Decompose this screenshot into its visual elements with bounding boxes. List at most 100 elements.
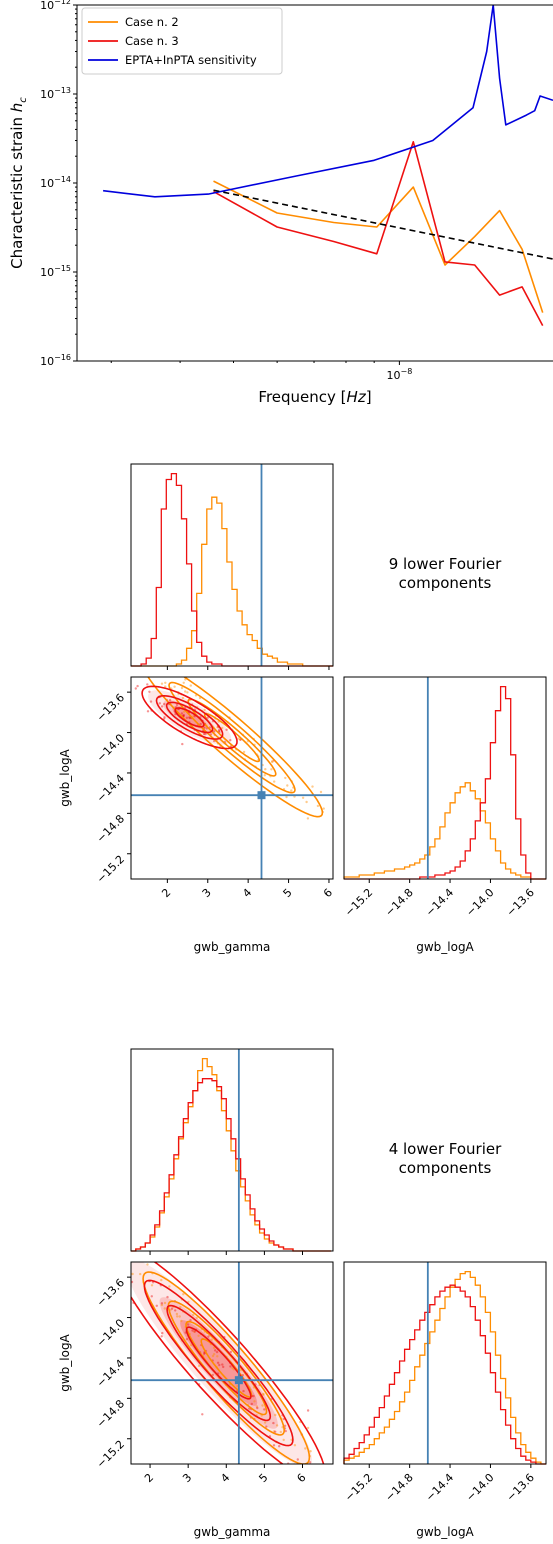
sample-point <box>310 1476 312 1478</box>
logA-hist-frame <box>343 676 547 880</box>
sample-point <box>131 1272 134 1276</box>
logA-tick-label: −14.4 <box>94 772 127 805</box>
series-line-1 <box>213 141 544 326</box>
sample-point <box>123 1238 125 1240</box>
sample-point <box>78 1222 80 1224</box>
sample-point <box>181 742 184 746</box>
sample-point <box>306 1426 310 1430</box>
sample-point <box>306 817 310 820</box>
sample-point <box>163 702 166 706</box>
sample-point <box>286 784 289 787</box>
sample-point <box>242 750 246 754</box>
sample-point <box>265 1425 268 1428</box>
logA-hist-tick-label: −13.6 <box>504 1471 537 1504</box>
gamma-tick-label: 5 <box>281 886 295 900</box>
case3-contour <box>174 707 205 728</box>
sample-point <box>203 708 206 712</box>
sample-point <box>290 789 293 792</box>
joint-posterior-plot <box>78 1222 333 1478</box>
gamma-tick-label: 6 <box>321 886 335 900</box>
logA-hist-case2 <box>343 782 546 880</box>
panel-label: 4 lower Fourier components <box>389 1140 502 1177</box>
x-axis-label: Frequency [Hz] <box>258 388 371 406</box>
logA-hist-tick-label: −15.2 <box>342 1471 375 1504</box>
sample-point <box>173 685 176 688</box>
logA-hist-tick-label: −14.8 <box>383 886 416 919</box>
sample-point <box>150 1295 153 1298</box>
logA-histogram <box>343 676 547 880</box>
logA-hist-case2 <box>343 1270 546 1465</box>
sample-point <box>253 1400 256 1403</box>
sample-point <box>164 681 167 684</box>
sample-point <box>272 1421 275 1425</box>
panel-label: 9 lower Fourier components <box>389 555 502 592</box>
sample-point <box>252 1394 255 1398</box>
sample-point <box>160 705 164 708</box>
sample-point <box>271 760 274 764</box>
sample-point <box>134 687 137 690</box>
y-tick-label: 10−13 <box>40 86 71 101</box>
gamma-hist-frame <box>130 463 334 667</box>
sample-point <box>27 556 29 558</box>
sample-point <box>124 1299 126 1301</box>
sample-point <box>180 686 184 690</box>
sample-point <box>193 1330 196 1333</box>
sample-point <box>175 1312 179 1316</box>
sample-point <box>101 1230 103 1232</box>
sample-point <box>285 795 288 799</box>
plot-area <box>103 5 553 326</box>
sample-point <box>309 1450 312 1453</box>
sample-point <box>182 710 186 713</box>
sample-point <box>204 732 207 736</box>
logA-hist-tick-label: −14.4 <box>423 886 456 919</box>
sample-point <box>160 1278 163 1282</box>
gamma-hist-case2 <box>131 1057 332 1252</box>
sample-point <box>284 1429 287 1433</box>
sample-point <box>180 712 184 715</box>
logA-tick-label: −14.4 <box>94 1357 127 1390</box>
sample-point <box>186 691 189 694</box>
sample-point <box>222 1365 225 1369</box>
sample-point <box>136 684 139 688</box>
sample-point <box>282 1438 285 1442</box>
sample-point <box>161 1331 164 1335</box>
sample-point <box>185 716 189 719</box>
sample-point <box>309 1461 312 1464</box>
y-tick-label: 10−16 <box>40 353 71 368</box>
sample-point <box>316 804 320 808</box>
series-line-0 <box>213 180 544 313</box>
sample-point <box>178 1315 181 1318</box>
legend: Case n. 2 Case n. 3 EPTA+InPTA sensitivity <box>81 7 283 75</box>
sample-point <box>166 1295 169 1299</box>
case3-contour <box>155 695 224 740</box>
sample-point <box>212 1346 216 1350</box>
sample-point <box>160 682 164 685</box>
legend-label: EPTA+InPTA sensitivity <box>125 53 257 67</box>
joint-posterior-panel <box>78 1222 334 1478</box>
sample-point <box>218 728 221 731</box>
legend-label: Case n. 3 <box>125 34 179 48</box>
sample-point <box>293 1444 297 1447</box>
sample-point <box>160 1302 164 1305</box>
logA-tick-label: −14.8 <box>94 812 127 845</box>
logA-y-axis-label: gwb_logA <box>58 748 72 806</box>
sample-point <box>229 1365 232 1368</box>
gamma-tick-label: 3 <box>200 886 214 900</box>
sample-point <box>322 807 325 810</box>
gamma-tick-label: 5 <box>256 1471 270 1485</box>
sample-point <box>274 1430 277 1434</box>
sample-point <box>229 739 232 742</box>
sample-point <box>197 1364 201 1368</box>
sample-point <box>274 1413 277 1417</box>
gamma-tick-label: 6 <box>294 1471 308 1485</box>
sample-point <box>149 700 153 703</box>
sample-point <box>188 716 192 720</box>
legend-label: Case n. 2 <box>125 15 179 29</box>
case2-contour <box>168 681 296 794</box>
logA-hist-tick-label: −15.2 <box>342 886 375 919</box>
sample-point <box>181 696 185 700</box>
sample-point <box>278 1445 281 1448</box>
sample-point <box>163 1307 166 1310</box>
sample-point <box>217 729 221 733</box>
logA-hist-case3 <box>343 1284 546 1465</box>
